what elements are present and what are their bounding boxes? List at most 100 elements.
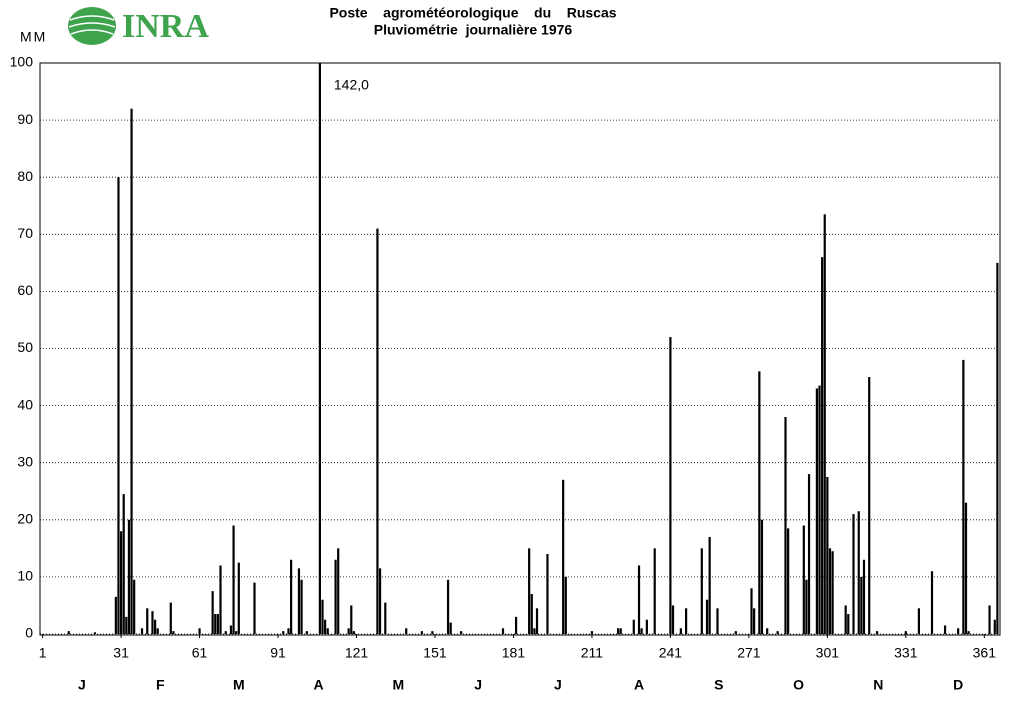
month-label: J bbox=[78, 677, 86, 693]
bar bbox=[669, 337, 672, 634]
bar bbox=[784, 417, 787, 634]
logo-stripes bbox=[68, 15, 116, 35]
bar bbox=[700, 548, 703, 634]
bar bbox=[640, 628, 643, 634]
bar bbox=[297, 568, 301, 634]
month-label: D bbox=[953, 677, 963, 693]
bar bbox=[127, 519, 131, 634]
bar bbox=[716, 608, 719, 634]
y-tick-label: 40 bbox=[17, 396, 33, 412]
bar bbox=[300, 579, 303, 634]
bar bbox=[350, 605, 353, 634]
bar bbox=[528, 548, 531, 634]
x-tick-label: 271 bbox=[737, 645, 761, 661]
bar bbox=[562, 479, 565, 634]
bar bbox=[766, 628, 769, 634]
month-label: J bbox=[554, 677, 562, 693]
y-tick-label: 10 bbox=[17, 568, 33, 584]
bar bbox=[802, 525, 805, 634]
bar bbox=[530, 594, 533, 634]
bar bbox=[818, 385, 821, 634]
chart-subtitle: Pluviométrie journalière 1976 bbox=[374, 22, 573, 38]
month-label: J bbox=[474, 677, 482, 693]
month-label: M bbox=[393, 677, 405, 693]
bar bbox=[130, 108, 133, 635]
bar bbox=[616, 628, 620, 634]
bar bbox=[125, 616, 128, 634]
bar bbox=[224, 631, 227, 634]
bar bbox=[823, 214, 826, 634]
bar bbox=[151, 611, 154, 634]
bar bbox=[847, 614, 850, 634]
x-tick-label: 211 bbox=[581, 645, 604, 661]
bar bbox=[219, 565, 222, 634]
bar bbox=[378, 568, 382, 634]
bar bbox=[590, 631, 594, 634]
bar bbox=[619, 628, 622, 634]
plot-frame bbox=[39, 62, 1001, 636]
month-label: O bbox=[793, 677, 804, 693]
bar bbox=[133, 579, 136, 634]
bar bbox=[831, 551, 834, 634]
bar bbox=[708, 536, 711, 634]
bar bbox=[852, 514, 855, 634]
y-tick-label: 20 bbox=[17, 511, 33, 527]
bar bbox=[844, 605, 847, 634]
bars bbox=[67, 63, 999, 635]
bar bbox=[828, 548, 832, 634]
x-tick-label: 31 bbox=[113, 645, 129, 661]
grid bbox=[40, 62, 1000, 635]
bar bbox=[875, 631, 879, 634]
y-tick-label: 70 bbox=[17, 225, 33, 241]
y-tick-label: 50 bbox=[17, 339, 33, 355]
bar bbox=[546, 554, 549, 634]
bar bbox=[119, 531, 123, 634]
labels: 0 10 20 30 40 50 60 70 80 90 100 1 31 61 91 121 151 181 21… bbox=[10, 54, 997, 693]
bar bbox=[431, 631, 434, 634]
bar bbox=[117, 177, 120, 634]
bar bbox=[321, 599, 324, 634]
bar bbox=[760, 519, 764, 634]
y-tick-label: 80 bbox=[17, 168, 33, 184]
bar bbox=[671, 605, 675, 634]
bar bbox=[753, 608, 756, 634]
x-tick-label: 1 bbox=[39, 645, 47, 661]
bar bbox=[347, 628, 350, 634]
bar bbox=[962, 359, 965, 634]
bar bbox=[290, 559, 293, 634]
bar bbox=[685, 608, 688, 634]
bar bbox=[384, 602, 387, 634]
bar bbox=[750, 588, 753, 634]
bar bbox=[815, 388, 818, 634]
x-tick-label: 121 bbox=[345, 645, 369, 661]
bar bbox=[287, 628, 290, 634]
month-label: N bbox=[873, 677, 883, 693]
bar bbox=[216, 614, 219, 634]
value-label: 142,0 bbox=[334, 77, 369, 93]
bar bbox=[787, 528, 790, 634]
x-tick-label: 301 bbox=[816, 645, 840, 661]
bar bbox=[993, 619, 996, 634]
bar bbox=[862, 559, 866, 634]
y-tick-label: 100 bbox=[10, 54, 34, 70]
logo-mark bbox=[68, 7, 116, 45]
bar bbox=[420, 631, 424, 634]
bar bbox=[169, 602, 172, 634]
month-label: S bbox=[714, 677, 723, 693]
bar bbox=[653, 548, 656, 634]
bar bbox=[449, 622, 452, 634]
bar bbox=[334, 559, 337, 634]
bar bbox=[734, 631, 737, 634]
bar bbox=[153, 619, 157, 634]
bar bbox=[93, 632, 97, 634]
bar bbox=[146, 608, 149, 634]
x-tick-label: 331 bbox=[894, 645, 918, 661]
bar bbox=[904, 631, 907, 634]
bar bbox=[776, 631, 779, 634]
bar bbox=[967, 631, 970, 634]
bar bbox=[460, 631, 463, 634]
bar bbox=[957, 628, 960, 634]
bar bbox=[446, 579, 450, 634]
bar bbox=[376, 228, 379, 634]
bar bbox=[501, 628, 505, 634]
